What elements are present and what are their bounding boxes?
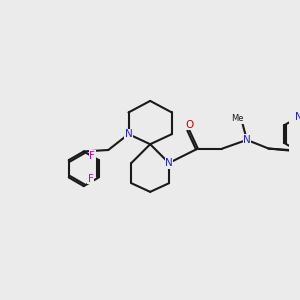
Text: F: F [88, 174, 94, 184]
Text: N: N [243, 135, 251, 145]
Text: F: F [89, 151, 95, 161]
Text: Me: Me [231, 114, 244, 123]
Text: N: N [295, 112, 300, 122]
Text: O: O [185, 120, 193, 130]
Text: N: N [165, 158, 173, 168]
Text: N: N [124, 129, 132, 139]
